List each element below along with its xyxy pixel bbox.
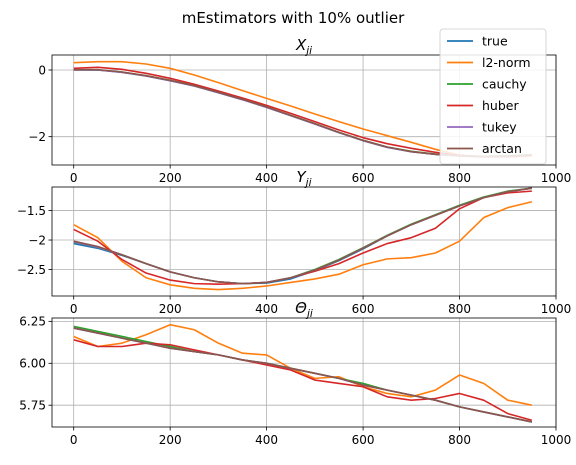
x-tick-label: 1000: [541, 433, 572, 447]
subplot-title-sub: ji: [305, 308, 313, 320]
legend: true l2-norm cauchy huber tukey arctan: [439, 28, 547, 165]
x-tick-label: 0: [70, 302, 78, 316]
subplot-title: Xji: [295, 36, 312, 57]
legend-entry-l2-norm: l2-norm: [447, 55, 531, 70]
y-tick-label: −2: [28, 233, 46, 247]
legend-label: true: [482, 34, 508, 49]
legend-entry-cauchy: cauchy: [447, 77, 527, 92]
y-tick-label: −2: [28, 130, 46, 144]
y-tick-label: 5.75: [19, 399, 46, 413]
y-tick-label: −1.5: [17, 204, 46, 218]
x-tick-label: 800: [448, 171, 471, 185]
series-line-l2-norm: [73, 323, 533, 406]
axes-frame: [51, 317, 557, 428]
series-line-l2-norm: [73, 200, 533, 291]
legend-label: huber: [482, 98, 519, 113]
figure-suptitle: mEstimators with 10% outlier: [182, 9, 405, 27]
x-tick-label: 400: [255, 433, 278, 447]
x-tick-label: 600: [352, 302, 375, 316]
legend-entry-arctan: arctan: [447, 141, 522, 156]
legend-label: l2-norm: [482, 55, 531, 70]
x-tick-label: 0: [70, 171, 78, 185]
legend-label: arctan: [482, 141, 522, 156]
legend-entry-tukey: tukey: [447, 120, 517, 135]
legend-label: cauchy: [482, 77, 527, 92]
x-tick-label: 1000: [541, 302, 572, 316]
series-line-arctan: [73, 187, 533, 285]
x-tick-label: 200: [159, 433, 182, 447]
subplot-3: 0 200 400 600 800 1000 6.25 6.00 5.75 Θji: [19, 299, 571, 447]
x-tick-label: 600: [352, 433, 375, 447]
y-tick-label: 6.25: [19, 315, 46, 329]
series-line-arctan: [73, 327, 533, 423]
subplot-title-base: X: [295, 36, 307, 54]
y-tick-label: 0: [38, 63, 46, 77]
legend-label: tukey: [482, 120, 517, 135]
subplot-title: Yji: [296, 168, 311, 189]
subplot-title-base: Θ: [295, 299, 307, 317]
x-tick-label: 200: [159, 171, 182, 185]
axes-frame: [51, 186, 557, 297]
subplot-title-sub: ji: [304, 45, 312, 57]
subplot-title-sub: ji: [304, 177, 312, 189]
x-tick-label: 800: [448, 302, 471, 316]
x-tick-label: 400: [255, 302, 278, 316]
y-tick-label: 6.00: [19, 357, 46, 371]
series-lines: [73, 323, 533, 423]
series-lines: [73, 187, 533, 291]
x-tick-label: 800: [448, 433, 471, 447]
x-tick-label: 1000: [541, 171, 572, 185]
subplot-2: 0 200 400 600 800 1000 −1.5 −2 −2.5 Yji: [17, 168, 571, 316]
y-tick-label: −2.5: [17, 263, 46, 277]
x-tick-label: 200: [159, 302, 182, 316]
legend-entry-true: true: [447, 34, 508, 49]
subplot-title-base: Y: [296, 168, 307, 186]
x-tick-label: 400: [255, 171, 278, 185]
legend-entry-huber: huber: [447, 98, 519, 113]
x-tick-label: 600: [352, 171, 375, 185]
x-tick-label: 0: [70, 433, 78, 447]
axes-frame: [51, 54, 557, 166]
subplot-title: Θji: [295, 299, 313, 320]
